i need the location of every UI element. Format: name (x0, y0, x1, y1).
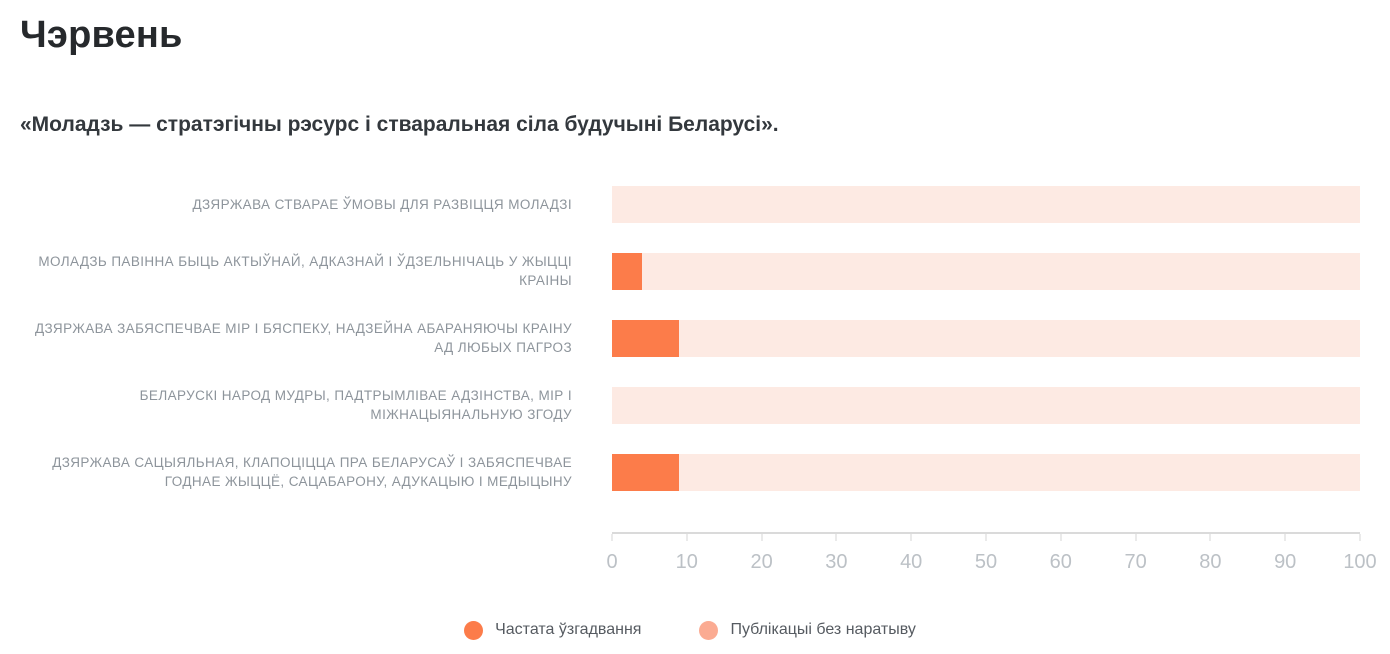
x-axis-tick-label: 60 (1049, 551, 1072, 573)
page-title: Чэрвень (20, 14, 183, 56)
x-axis-tick (686, 534, 688, 541)
x-axis-tick-label: 100 (1343, 551, 1377, 573)
x-axis-tick (1060, 534, 1062, 541)
x-axis-tick (1135, 534, 1137, 541)
bar-mention-frequency-segment[interactable] (612, 252, 642, 290)
chart-row: ДЗЯРЖАВА СТВАРАЕ ЎМОВЫ ДЛЯ РАЗВІЦЦЯ МОЛА… (20, 186, 1360, 223)
x-axis-tick (910, 534, 912, 541)
bar-track-publications-segment[interactable] (612, 319, 1360, 357)
legend-item-publications-without-narrative[interactable]: Публікацыі без наратыву (699, 620, 916, 640)
legend-item-mention-frequency[interactable]: Частата ўзгадвання (464, 620, 641, 640)
bar-track-publications-segment[interactable] (612, 252, 1360, 290)
x-axis-tick (1359, 534, 1361, 541)
chart-row: ДЗЯРЖАВА ЗАБЯСПЕЧВАЕ МІР І БЯСПЕКУ, НАДЗ… (20, 319, 1360, 357)
chart-row: МОЛАДЗЬ ПАВІННА БЫЦЬ АКТЫЎНАЙ, АДКАЗНАЙ … (20, 252, 1360, 290)
mention-frequency-dot-icon (464, 620, 484, 640)
x-axis-tick-label: 10 (675, 551, 698, 573)
x-axis-tick (761, 534, 763, 541)
x-axis-tick (1209, 534, 1211, 541)
bar-track-publications-segment[interactable] (612, 386, 1360, 424)
category-label: ДЗЯРЖАВА САЦЫЯЛЬНАЯ, КЛАПОЦІЦЦА ПРА БЕЛА… (52, 455, 572, 489)
x-axis-tick-label: 50 (974, 551, 998, 573)
legend-label-mention-frequency: Частата ўзгадвання (495, 621, 642, 638)
x-axis-tick-label: 30 (825, 551, 848, 573)
x-axis-tick (835, 534, 837, 541)
category-label: БЕЛАРУСКІ НАРОД МУДРЫ, ПАДТРЫМЛІВАЕ АДЗІ… (139, 388, 572, 422)
x-axis-tick (1284, 534, 1286, 541)
x-axis-tick-label: 80 (1199, 551, 1222, 573)
publications-without-narrative-dot-icon (699, 620, 719, 640)
category-label: ДЗЯРЖАВА ЗАБЯСПЕЧВАЕ МІР І БЯСПЕКУ, НАДЗ… (34, 321, 572, 355)
x-axis-tick-label: 0 (606, 551, 618, 573)
x-axis-tick-label: 90 (1274, 551, 1297, 573)
x-axis-tick (611, 534, 613, 541)
chart-legend: Частата ўзгадвання Публікацыі без нараты… (20, 620, 1360, 640)
chart-row: ДЗЯРЖАВА САЦЫЯЛЬНАЯ, КЛАПОЦІЦЦА ПРА БЕЛА… (20, 453, 1360, 491)
x-axis-tick (985, 534, 987, 541)
chart-row: БЕЛАРУСКІ НАРОД МУДРЫ, ПАДТРЫМЛІВАЕ АДЗІ… (20, 386, 1360, 424)
x-axis-tick-label: 20 (750, 551, 773, 573)
category-label: МОЛАДЗЬ ПАВІННА БЫЦЬ АКТЫЎНАЙ, АДКАЗНАЙ … (38, 254, 572, 288)
x-axis-tick-label: 40 (900, 551, 923, 573)
narrative-bar-chart: ДЗЯРЖАВА СТВАРАЕ ЎМОВЫ ДЛЯ РАЗВІЦЦЯ МОЛА… (20, 186, 1377, 640)
x-axis: 0 10 20 30 40 50 60 70 80 90 100 (606, 532, 1377, 578)
legend-label-publications-without-narrative: Публікацыі без наратыву (730, 621, 916, 638)
bar-track-publications-segment[interactable] (612, 186, 1360, 223)
chart-rows: ДЗЯРЖАВА СТВАРАЕ ЎМОВЫ ДЛЯ РАЗВІЦЦЯ МОЛА… (20, 186, 1360, 491)
bar-track-publications-segment[interactable] (612, 453, 1360, 491)
category-label: ДЗЯРЖАВА СТВАРАЕ ЎМОВЫ ДЛЯ РАЗВІЦЦЯ МОЛА… (192, 197, 572, 212)
bar-mention-frequency-segment[interactable] (612, 319, 680, 357)
bar-mention-frequency-segment[interactable] (612, 453, 680, 491)
x-axis-tick-label: 70 (1124, 551, 1147, 573)
chart-subtitle: «Моладзь — стратэгічны рэсурс і ствараль… (20, 113, 779, 136)
